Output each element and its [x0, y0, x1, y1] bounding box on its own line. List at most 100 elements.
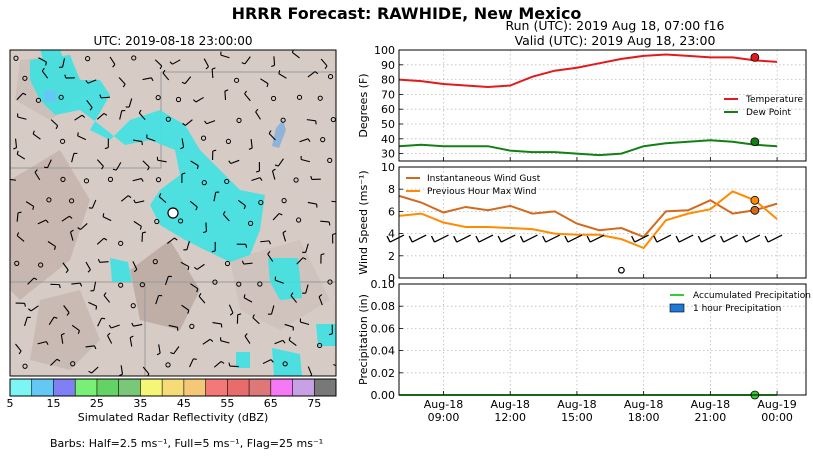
wind-barb: [138, 112, 146, 121]
calm-wind-marker: [68, 198, 75, 204]
wind-barb-feather: [241, 260, 245, 265]
wind-barb: [300, 321, 310, 326]
wind-barb-feather: [274, 164, 279, 167]
wind-barb: [154, 59, 163, 67]
wind-barb: [273, 56, 276, 66]
wind-barb-feather: [267, 251, 271, 255]
wind-barb: [282, 232, 287, 242]
wind-barb-feather: [198, 293, 202, 297]
wind-barb: [320, 220, 330, 223]
wind-barb: [180, 261, 190, 268]
wind-barb-feather: [271, 64, 275, 67]
calm-wind-marker: [35, 97, 42, 103]
y-tick-label: 90: [381, 59, 395, 72]
wind-barb: [189, 200, 198, 208]
wind-barb: [27, 277, 35, 285]
wind-barb: [213, 192, 217, 202]
calm-wind-marker: [257, 281, 263, 287]
wind-barb: [164, 276, 169, 286]
calm-wind-marker: [118, 240, 124, 246]
wind-barb-feather: [94, 345, 97, 350]
calm-wind-marker: [224, 260, 231, 267]
wind-barb-feather: [288, 336, 291, 341]
wind-barb-feather: [99, 94, 102, 99]
calm-wind-marker: [258, 199, 264, 206]
colorbar-swatch: [53, 379, 76, 396]
valid-time-label: Valid (UTC): 2019 Aug 18, 23:00: [514, 33, 716, 48]
wind-barb-feather: [764, 235, 769, 243]
y-tick-label: 0.06: [371, 322, 396, 335]
wind-barb-feather: [77, 227, 81, 230]
calm-wind-marker: [165, 116, 171, 122]
wind-barb-feather: [228, 160, 232, 164]
wind-barb: [290, 295, 298, 303]
calm-wind-marker: [152, 259, 158, 265]
wind-barb: [16, 235, 25, 242]
wind-barb: [299, 138, 309, 143]
radar-echo: [30, 55, 265, 262]
wind-barb: [168, 324, 178, 328]
wind-barb-feather: [243, 294, 246, 298]
wind-barb-feather: [245, 244, 248, 248]
wind-barb-feather: [193, 266, 198, 270]
wind-barb-feather: [278, 70, 281, 74]
wind-barb: [120, 195, 129, 202]
calm-wind-marker: [317, 342, 323, 349]
wind-barb: [271, 170, 276, 180]
x-tick-label: Aug-19: [757, 398, 796, 411]
wind-barb-feather: [103, 237, 108, 241]
wind-barb: [91, 366, 99, 374]
y-tick-label: 30: [381, 148, 395, 161]
wind-barb: [181, 138, 185, 148]
colorbar-swatch: [118, 379, 141, 396]
wind-barb-feather: [112, 168, 117, 171]
wind-barb-feather: [146, 373, 150, 376]
wind-barb: [220, 340, 230, 344]
wind-barb: [37, 219, 47, 225]
y-tick-label: 70: [381, 88, 395, 101]
wind-barb-feather: [475, 235, 480, 243]
wind-barb: [93, 281, 97, 291]
wind-barb-feather: [282, 340, 286, 344]
y-tick-label: 8: [388, 183, 395, 196]
wind-barb: [296, 257, 304, 265]
wind-barb-feather: [32, 130, 35, 135]
radar-echo: [110, 258, 132, 282]
wind-barb-feather: [328, 221, 331, 226]
wind-barb: [260, 240, 270, 243]
series-line: [398, 139, 778, 157]
calm-wind-marker: [46, 197, 52, 203]
wind-barb-feather: [140, 178, 144, 182]
wind-barb: [198, 295, 206, 304]
wind-barb: [196, 263, 205, 270]
wind-barb: [224, 91, 227, 101]
y-tick-label: 4: [388, 228, 395, 241]
wind-barb-feather: [53, 246, 57, 250]
wind-barb: [118, 77, 126, 85]
wind-barb-feather: [107, 332, 111, 336]
radar-echo: [316, 324, 336, 346]
wind-barb: [96, 159, 104, 167]
colorbar-swatch: [10, 379, 33, 396]
wind-barb-feather: [430, 235, 436, 243]
wind-barb: [91, 199, 97, 209]
colorbar-label: Simulated Radar Reflectivity (dBZ): [77, 411, 269, 424]
wind-barb: [142, 160, 150, 168]
y-tick-label: 80: [381, 74, 395, 87]
wind-barb-feather: [17, 211, 22, 214]
colorbar-swatch: [31, 379, 54, 396]
y-tick-label: 100: [374, 44, 395, 57]
wind-barb-feather: [129, 335, 134, 339]
calm-wind-marker: [327, 73, 334, 80]
wind-barb-feather: [212, 149, 217, 152]
terrain-shading: [30, 290, 100, 370]
wind-barb: [589, 234, 605, 243]
wind-barb: [274, 339, 284, 345]
wind-barb: [71, 153, 75, 163]
colorbar-swatch: [140, 379, 163, 396]
wind-barb: [211, 69, 214, 79]
wind-barb-feather: [133, 199, 136, 204]
calm-wind-marker: [155, 177, 162, 183]
wind-barb-feather: [27, 308, 32, 312]
